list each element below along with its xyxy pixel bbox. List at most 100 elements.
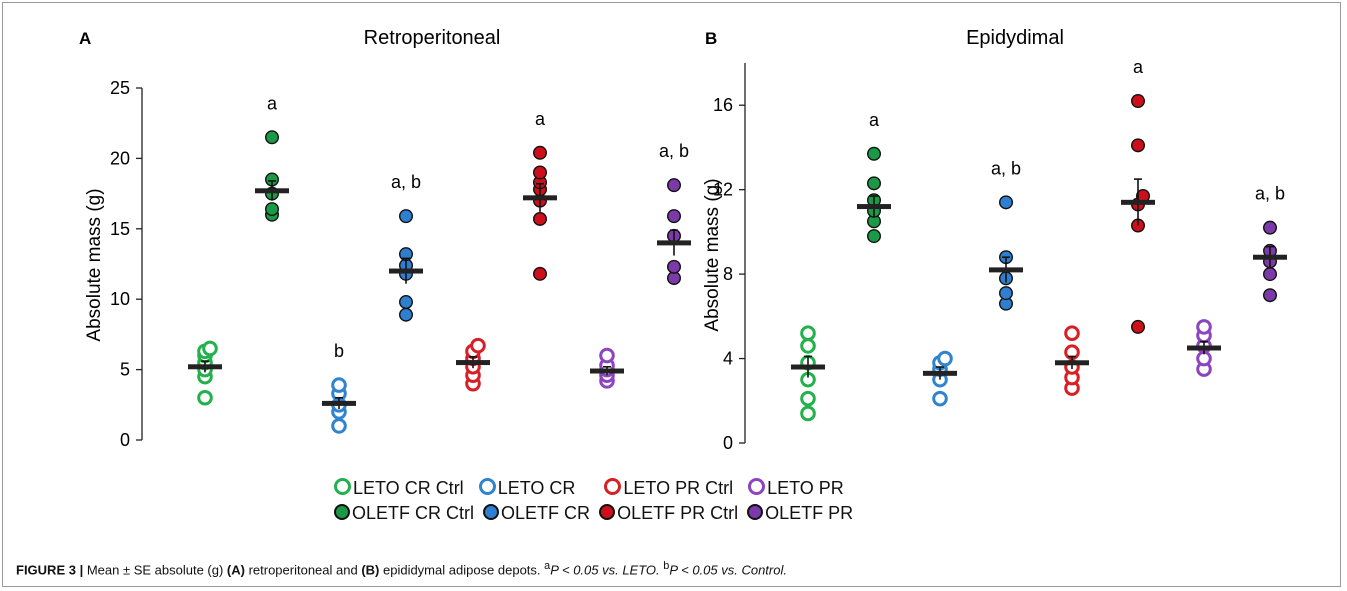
panel-b-ylabel: Absolute mass (g) — [702, 178, 723, 331]
legend-item-oletf-pr: OLETF PR — [747, 503, 853, 524]
data-point — [1130, 319, 1145, 334]
data-point — [867, 229, 882, 244]
mean-bar — [456, 360, 490, 366]
data-point — [667, 209, 682, 224]
data-point — [1064, 325, 1080, 342]
data-point — [867, 176, 882, 191]
caption-note-b: P < 0.05 vs. Control. — [669, 562, 787, 578]
mean-bar — [791, 364, 825, 370]
legend-swatch — [747, 504, 764, 520]
legend-label: LETO PR Ctrl — [623, 478, 734, 498]
data-point — [399, 209, 414, 224]
data-point — [533, 165, 548, 180]
data-point — [1262, 288, 1277, 303]
legend-label: OLETF PR — [765, 503, 854, 523]
mean-bar — [657, 240, 691, 246]
data-point — [800, 390, 816, 407]
significance-label: a, b — [1255, 184, 1285, 204]
mean-bar — [1121, 199, 1155, 205]
mean-bar — [1187, 345, 1221, 351]
legend-item-oletf-cr: OLETF CR — [483, 503, 590, 524]
panel-a-letter: A — [79, 29, 91, 48]
caption-sup-a: a — [544, 560, 551, 572]
legend-label: LETO CR — [497, 478, 576, 498]
caption-panel-b: (B) — [361, 562, 380, 578]
data-point — [399, 307, 414, 322]
mean-bar — [322, 400, 356, 406]
y-tick-label: 12 — [713, 180, 733, 200]
legend-item-oletf-pr-ctrl: OLETF PR Ctrl — [599, 503, 738, 524]
y-tick-label: 16 — [713, 95, 733, 115]
mean-bar — [989, 267, 1023, 273]
panel-a-ylabel: Absolute mass (g) — [84, 188, 105, 341]
caption-label: FIGURE 3 | — [16, 562, 84, 578]
legend-label: LETO CR Ctrl — [353, 478, 464, 498]
significance-label: b — [334, 341, 344, 361]
mean-bar — [188, 364, 222, 370]
data-point — [197, 389, 213, 406]
y-tick-label: 8 — [723, 264, 733, 284]
data-point — [800, 405, 816, 422]
legend-row-2: OLETF CR Ctrl OLETF CR OLETF PR Ctrl OLE… — [334, 503, 863, 524]
data-point — [1196, 319, 1212, 335]
mean-bar — [1055, 360, 1089, 366]
y-tick-label: 10 — [110, 289, 130, 309]
data-point — [800, 325, 816, 342]
legend-swatch — [748, 478, 766, 495]
data-point — [265, 130, 280, 145]
legend-label: OLETF CR Ctrl — [352, 503, 475, 523]
legend-swatch — [599, 504, 616, 520]
legend-row-1: LETO CR Ctrl LETO CR LETO PR Ctrl LETO P… — [334, 478, 854, 499]
caption-note-a: P < 0.05 vs. LETO. — [550, 562, 664, 578]
figure-chart: A Retroperitoneal B Epidydimal Absolute … — [79, 27, 1287, 453]
y-tick-label: 25 — [110, 78, 130, 98]
significance-label: a — [535, 109, 546, 129]
data-point — [1262, 220, 1277, 235]
y-tick-label: 4 — [723, 349, 733, 369]
mean-bar — [389, 268, 423, 274]
legend-swatch — [483, 504, 500, 520]
figure-caption: FIGURE 3 | Mean ± SE absolute (g) (A) re… — [16, 560, 787, 577]
legend-item-leto-cr-ctrl: LETO CR Ctrl — [334, 478, 464, 499]
mean-bar — [523, 195, 557, 201]
significance-label: a — [1133, 57, 1144, 77]
legend-item-leto-cr: LETO CR — [478, 478, 576, 499]
y-tick-label: 5 — [120, 360, 130, 380]
legend-swatch — [604, 478, 622, 495]
panel-b-title: Epidydimal — [966, 27, 1064, 49]
data-point — [800, 338, 816, 354]
significance-label: a, b — [391, 172, 421, 192]
legend-swatch — [334, 478, 351, 495]
legend-swatch — [478, 478, 496, 495]
legend-label: OLETF CR — [501, 503, 591, 523]
significance-label: a, b — [991, 158, 1021, 178]
data-point — [399, 295, 414, 310]
panel-b-letter: B — [705, 29, 717, 48]
data-point — [667, 178, 682, 193]
caption-text: epididymal adipose depots. — [379, 562, 545, 578]
significance-label: a — [869, 110, 880, 130]
y-tick-label: 0 — [723, 433, 733, 453]
data-point — [533, 266, 548, 281]
y-tick-label: 15 — [110, 219, 130, 239]
data-point — [533, 145, 548, 160]
data-point — [867, 146, 882, 161]
legend-item-oletf-cr-ctrl: OLETF CR Ctrl — [334, 503, 474, 524]
caption-text: Mean ± SE absolute (g) — [83, 562, 227, 578]
data-point — [331, 418, 347, 434]
mean-bar — [1253, 254, 1287, 260]
significance-label: a — [267, 93, 278, 113]
mean-bar — [857, 204, 891, 210]
panel-a-title: Retroperitoneal — [364, 27, 501, 49]
caption-text: retroperitoneal and — [244, 562, 362, 578]
data-point — [999, 195, 1014, 210]
legend-swatch — [334, 504, 350, 520]
mean-bar — [590, 368, 624, 374]
legend-label: OLETF PR Ctrl — [617, 503, 739, 523]
data-point — [1262, 267, 1277, 282]
data-point — [1130, 93, 1145, 108]
panel-b-plot: 0 4 8 12 16 a a, b a a, b — [713, 57, 1287, 453]
mean-bar — [255, 188, 289, 194]
data-point — [533, 211, 548, 226]
